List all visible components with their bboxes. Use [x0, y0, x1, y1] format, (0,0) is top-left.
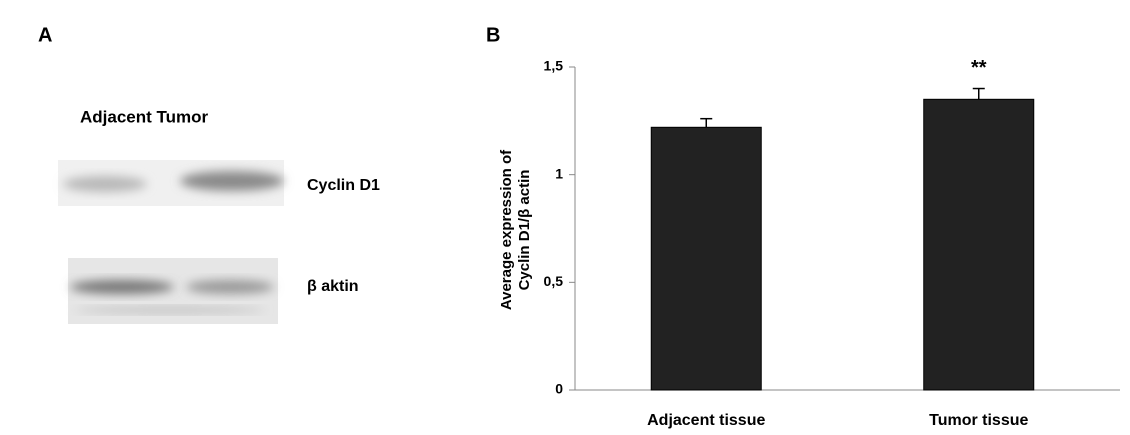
- error-bar: [700, 119, 712, 128]
- significance-label: **: [971, 57, 987, 79]
- y-tick-label: 1,5: [544, 58, 564, 74]
- bar: [651, 127, 761, 390]
- y-tick-label: 0: [555, 381, 563, 397]
- y-axis-title: Average expression of Cyclin D1/β actin: [498, 149, 533, 310]
- panel-label: A: [38, 24, 52, 46]
- blot-header: Adjacent Tumor: [80, 107, 209, 126]
- blot-cyclin: [58, 160, 284, 206]
- y-tick-label: 0,5: [544, 273, 564, 289]
- panel-label: B: [486, 24, 500, 46]
- y-tick-label: 1: [555, 165, 563, 181]
- y-axis-title-line: Average expression of: [498, 149, 515, 310]
- band-label: Cyclin D1: [307, 177, 380, 194]
- bar: [924, 99, 1034, 390]
- x-tick-label: Adjacent tissue: [647, 412, 765, 429]
- x-tick-label: Tumor tissue: [929, 412, 1028, 429]
- blot-actin: [68, 258, 278, 324]
- y-axis-title-line: Cyclin D1/β actin: [516, 170, 533, 291]
- error-bar: [973, 89, 985, 100]
- band-label: β aktin: [307, 278, 359, 295]
- figure: A Adjacent Tumor Cyclin D1 β aktin B Ave…: [0, 0, 1130, 435]
